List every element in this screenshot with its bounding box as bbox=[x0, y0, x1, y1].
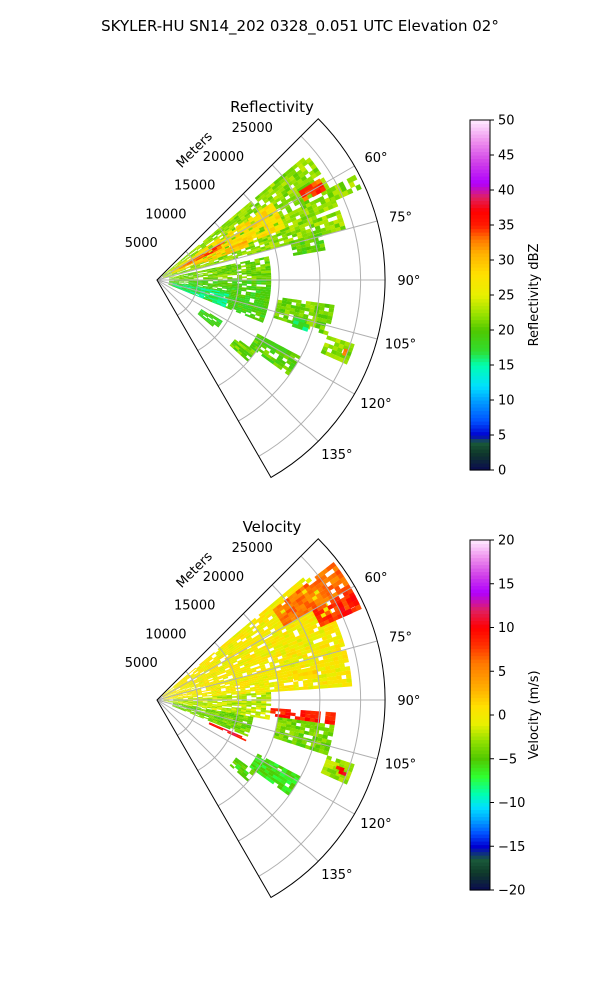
azimuth-spoke bbox=[156, 699, 378, 760]
azimuth-spoke bbox=[156, 640, 378, 701]
colorbar-tick-label: 20 bbox=[498, 324, 515, 339]
scan-region bbox=[292, 667, 319, 681]
range-tick-label: 25000 bbox=[232, 541, 273, 556]
colorbar-tick-label: 10 bbox=[498, 621, 515, 636]
colorbar-tick-label: 40 bbox=[498, 184, 515, 199]
sector-outline bbox=[156, 538, 386, 899]
reflectivity-grid bbox=[156, 118, 386, 479]
reflectivity-title: Reflectivity bbox=[230, 98, 314, 116]
azimuth-tick-label: 60° bbox=[364, 151, 387, 166]
range-tick-label: 25000 bbox=[232, 121, 273, 136]
scan-region bbox=[273, 716, 335, 756]
scan-region bbox=[172, 702, 254, 737]
range-ring bbox=[177, 670, 199, 736]
scan-region bbox=[336, 594, 360, 618]
azimuth-spoke bbox=[156, 699, 355, 815]
range-tick-label: 20000 bbox=[203, 570, 244, 585]
azimuth-tick-label: 120° bbox=[360, 397, 391, 412]
colorbar-label: Velocity (m/s) bbox=[527, 670, 542, 759]
azimuth-spoke bbox=[156, 279, 355, 395]
velocity-data-layer bbox=[161, 561, 362, 796]
range-tick-label: 10000 bbox=[145, 207, 186, 222]
range-tick-label: 15000 bbox=[174, 179, 215, 194]
scan-region bbox=[197, 308, 223, 328]
azimuth-tick-label: 120° bbox=[360, 817, 391, 832]
range-ring bbox=[258, 135, 362, 457]
azimuth-spoke bbox=[156, 279, 319, 442]
colorbar-tick-label: 35 bbox=[498, 219, 515, 234]
colorbar-tick-label: −15 bbox=[498, 840, 525, 855]
colorbar-tick-label: 30 bbox=[498, 254, 515, 269]
azimuth-spoke bbox=[156, 165, 355, 281]
range-ring bbox=[258, 555, 362, 877]
azimuth-tick-label: 135° bbox=[321, 448, 352, 463]
colorbar-tick-label: −20 bbox=[498, 884, 525, 899]
range-ring bbox=[197, 222, 239, 351]
colorbar-tick-label: 0 bbox=[498, 464, 506, 479]
azimuth-spoke bbox=[156, 699, 319, 862]
range-tick-label: 5000 bbox=[125, 656, 158, 671]
colorbar-tick-label: 15 bbox=[498, 577, 515, 592]
range-ring bbox=[177, 250, 199, 316]
azimuth-tick-label: 75° bbox=[389, 210, 412, 225]
sector-outline bbox=[156, 118, 386, 479]
colorbar-tick-label: −10 bbox=[498, 796, 525, 811]
scan-region bbox=[273, 297, 335, 336]
azimuth-tick-label: 105° bbox=[385, 338, 416, 353]
azimuth-tick-label: 90° bbox=[397, 694, 420, 709]
scan-region bbox=[320, 755, 355, 785]
reflectivity-colorbar: 0 5 10 15 20 25 30 35 40 45 50 Reflectivity dBZ bbox=[469, 114, 542, 479]
scan-region bbox=[161, 577, 353, 700]
colorbar-tick-label: 45 bbox=[498, 149, 515, 164]
range-ring bbox=[217, 613, 280, 807]
scan-region bbox=[229, 757, 257, 782]
figure-suptitle: SKYLER-HU SN14_202 0328_0.051 UTC Elevat… bbox=[101, 17, 499, 36]
colorbar-tick-label: 10 bbox=[498, 394, 515, 409]
range-tick-label: 10000 bbox=[145, 627, 186, 642]
scan-region bbox=[335, 765, 348, 777]
range-tick-label: 15000 bbox=[174, 599, 215, 614]
velocity-panel: Velocity 60° 75° 90° 105° 120° 135° 5000 10000 1… bbox=[125, 518, 542, 899]
scan-region bbox=[320, 335, 355, 365]
azimuth-tick-label: 75° bbox=[389, 630, 412, 645]
scan-region bbox=[194, 240, 250, 266]
scan-region bbox=[272, 561, 352, 627]
colorbar-tick-label: −5 bbox=[498, 752, 517, 767]
azimuth-tick-label: 105° bbox=[385, 758, 416, 773]
azimuth-tick-label: 60° bbox=[364, 571, 387, 586]
range-ring bbox=[217, 193, 280, 387]
velocity-title: Velocity bbox=[243, 518, 302, 536]
velocity-grid bbox=[156, 538, 386, 899]
reflectivity-panel: Reflectivity 60° 75° 90° 105° 120° 135° 5000 10… bbox=[125, 98, 542, 479]
colorbar-tick-label: 25 bbox=[498, 289, 515, 304]
azimuth-tick-label: 90° bbox=[397, 274, 420, 289]
colorbar-label: Reflectivity dBZ bbox=[527, 244, 542, 347]
velocity-colorbar: −20 −15 −10 −5 0 5 10 15 20 Velocity (m/s) bbox=[469, 534, 542, 899]
azimuth-spoke bbox=[156, 279, 378, 340]
range-ring bbox=[197, 642, 239, 771]
scan-region bbox=[291, 316, 310, 332]
colorbar-tick-label: 5 bbox=[498, 429, 506, 444]
colorbar-tick-label: 5 bbox=[498, 665, 506, 680]
colorbar-tick-label: 50 bbox=[498, 114, 515, 129]
colorbar-tick-label: 20 bbox=[498, 534, 515, 549]
range-tick-label: 20000 bbox=[203, 150, 244, 165]
range-tick-label: 5000 bbox=[125, 236, 158, 251]
colorbar-tick-label: 0 bbox=[498, 709, 506, 724]
azimuth-tick-label: 135° bbox=[321, 868, 352, 883]
colorbar-tick-label: 15 bbox=[498, 359, 515, 374]
azimuth-spoke bbox=[156, 585, 355, 701]
scan-region bbox=[229, 339, 257, 362]
azimuth-spoke bbox=[156, 220, 378, 281]
